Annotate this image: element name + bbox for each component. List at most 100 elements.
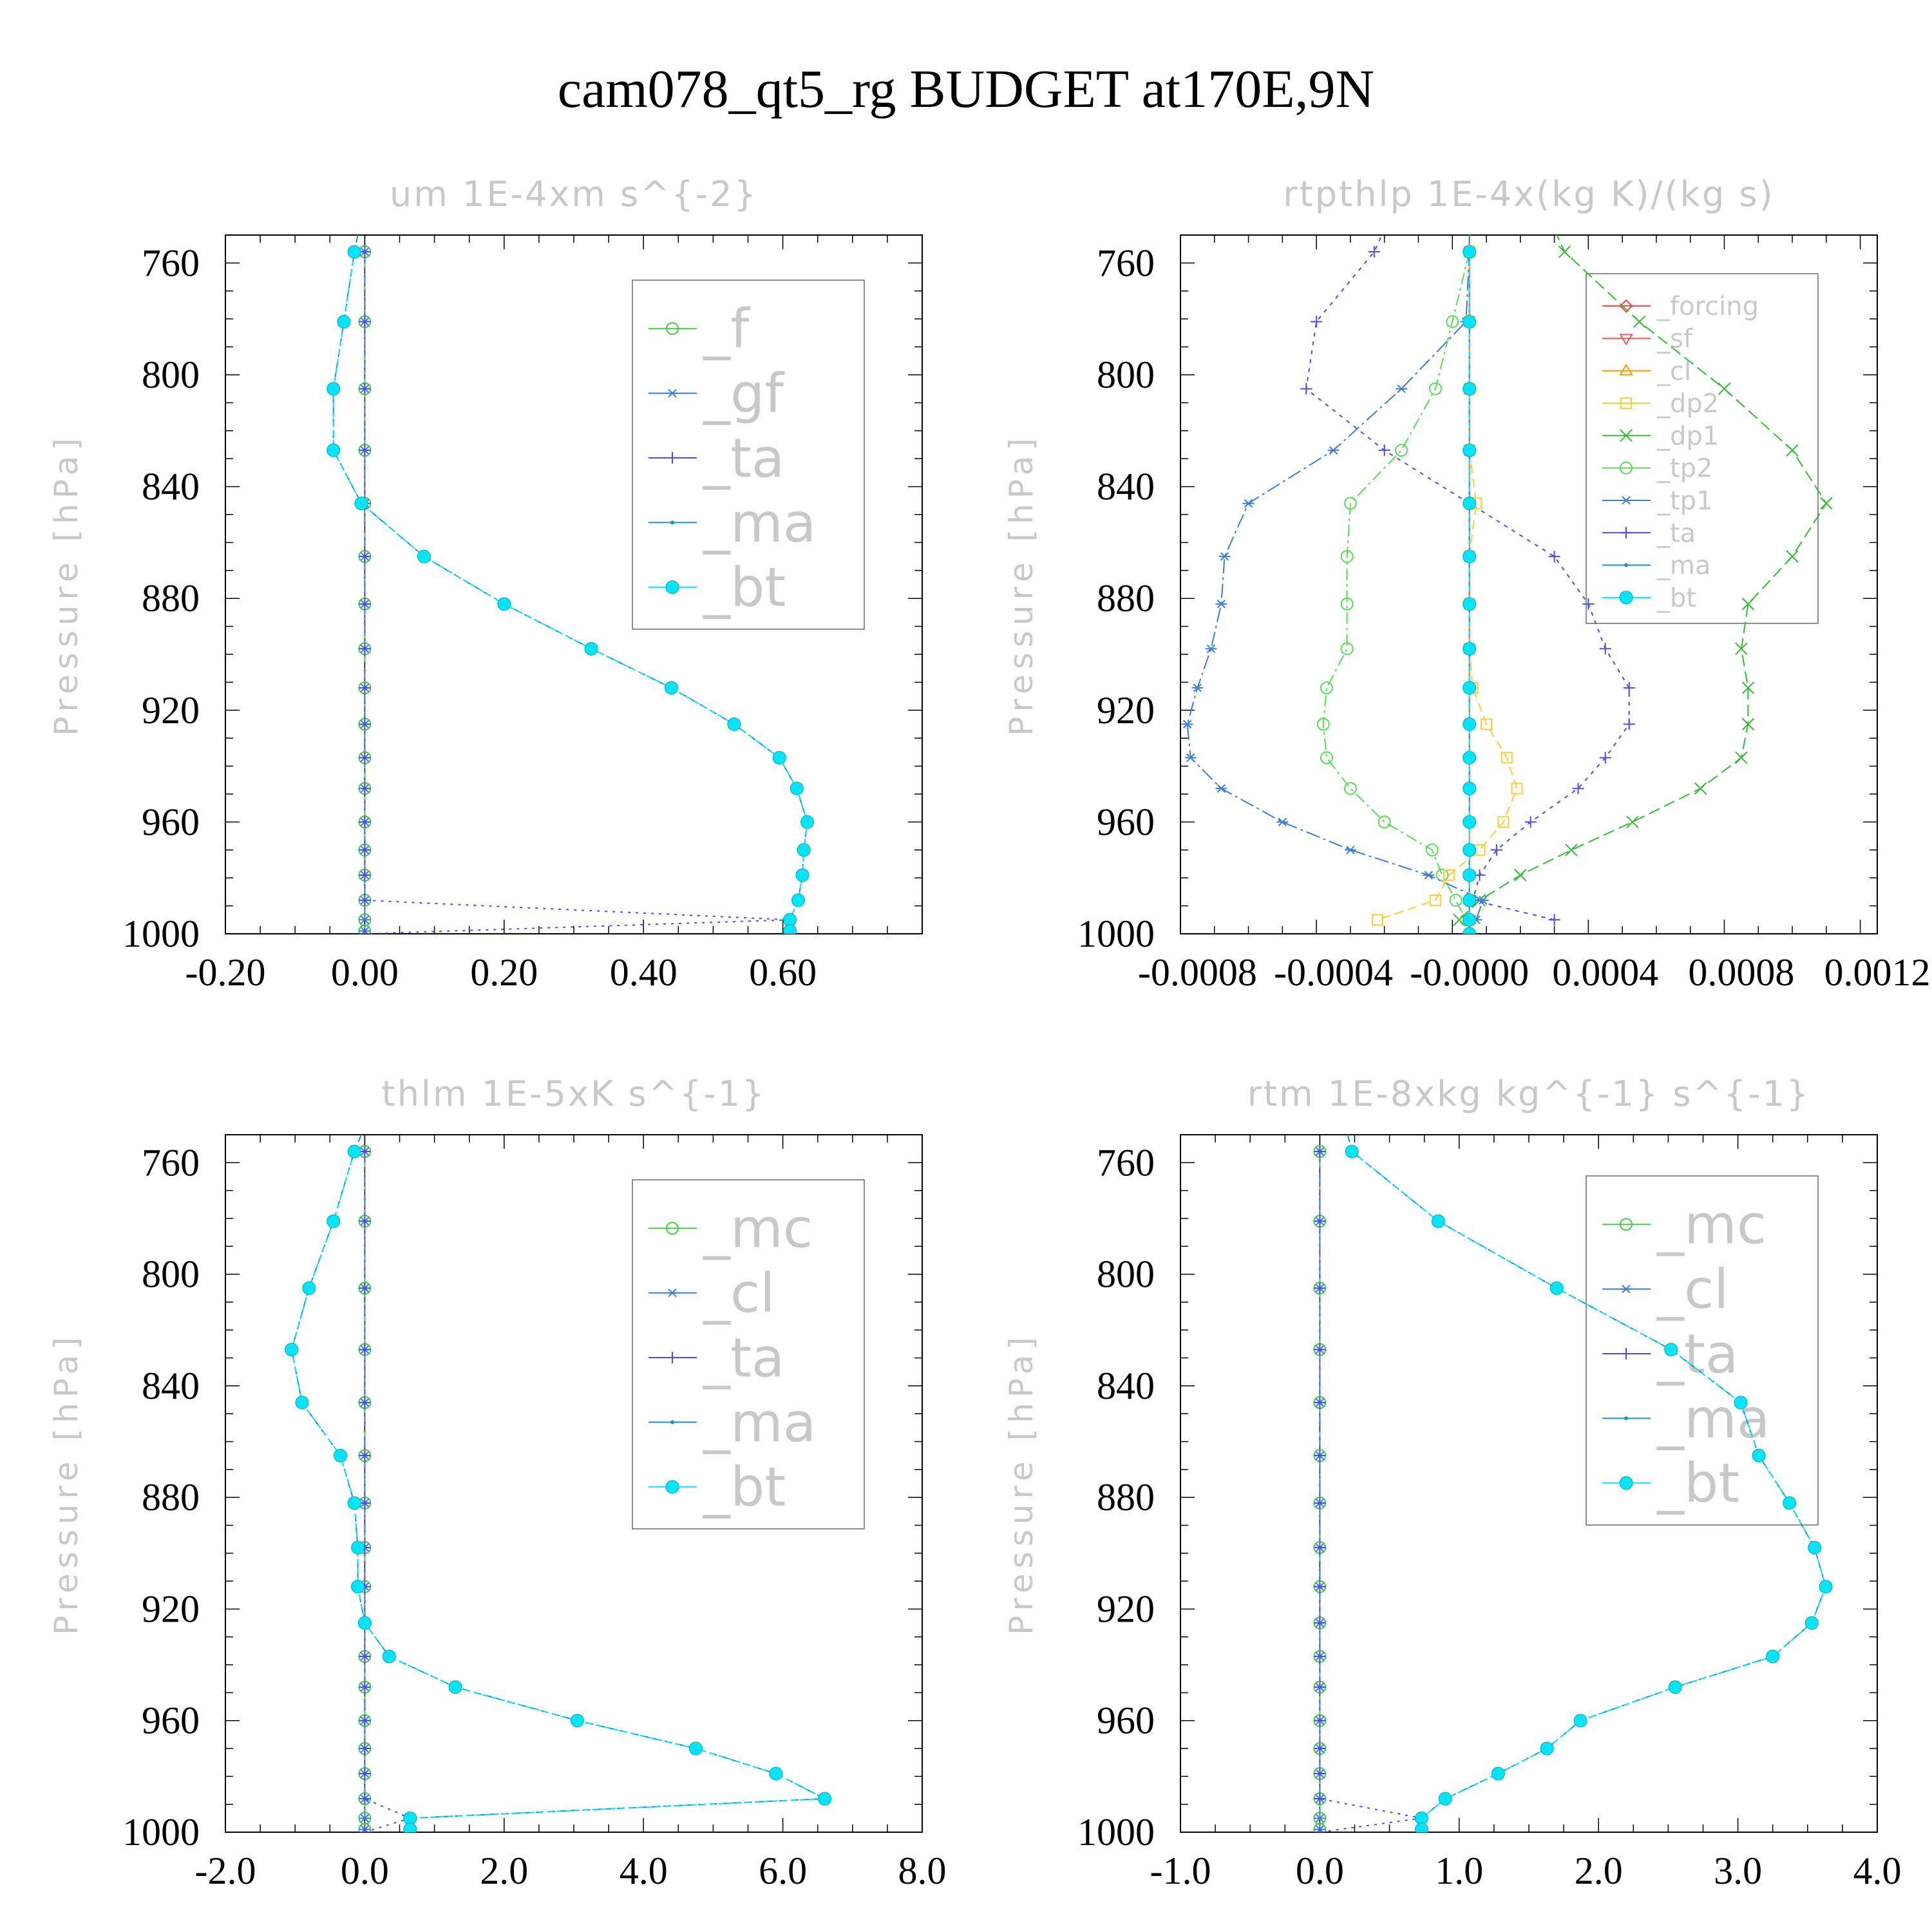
data-point-tp2	[1340, 597, 1354, 611]
data-point-ta	[1314, 1542, 1326, 1554]
legend-marker	[665, 580, 679, 594]
data-point-ta	[1582, 598, 1595, 610]
series-line-bt	[1351, 1151, 1826, 1830]
data-point-dp2	[1511, 782, 1523, 795]
data-point-bt	[782, 924, 797, 934]
data-point-bt	[1463, 868, 1477, 882]
data-point-ta	[359, 1681, 371, 1693]
legend-marker	[665, 1480, 679, 1494]
y-tick-label: 880	[142, 1476, 200, 1519]
data-point-bt	[327, 382, 341, 396]
data-point-ta	[1314, 1617, 1326, 1629]
x-tick-label: 0.40	[610, 951, 677, 994]
data-point-bt	[1463, 549, 1477, 564]
legend-label: _ma	[1656, 1387, 1770, 1450]
y-tick-label: 800	[1097, 354, 1155, 396]
data-point-ta	[1314, 1651, 1326, 1663]
legend-box	[1586, 1175, 1819, 1526]
data-point-ta	[1378, 444, 1390, 457]
y-tick-label: 960	[1097, 1700, 1155, 1742]
series-line-tp2	[1322, 251, 1470, 920]
data-point-bt	[1414, 1823, 1428, 1832]
x-tick-label: 8.0	[898, 1850, 947, 1892]
data-point-ta	[359, 598, 371, 610]
legend-label: _bt	[1656, 1452, 1739, 1515]
data-point-ta	[1314, 1768, 1326, 1780]
data-point-dp1	[1786, 550, 1799, 563]
legend-label: _ma	[703, 491, 816, 554]
data-point-tp2	[1395, 444, 1408, 457]
data-point-dp1	[1820, 497, 1833, 510]
data-point-ta	[1524, 816, 1537, 828]
data-point-ta	[359, 718, 371, 730]
data-point-tp1	[1205, 644, 1217, 654]
panel-title: um 1E-4xm s^{-2}	[390, 174, 758, 214]
series-line-bt	[290, 1151, 828, 1830]
data-point-tp2	[1446, 315, 1459, 328]
series-line-ta	[1319, 1151, 1422, 1832]
legend-marker	[666, 1222, 679, 1235]
data-point-bt	[1540, 1741, 1554, 1756]
data-point-dp1	[1626, 815, 1639, 829]
panel-title: thlm 1E-5xK s^{-1}	[382, 1074, 766, 1114]
data-point-bt	[347, 245, 361, 259]
data-point-tp1	[1396, 384, 1408, 393]
data-point-bt	[1463, 497, 1477, 511]
data-point-tp1	[1215, 784, 1227, 793]
data-point-ta	[1314, 1743, 1326, 1755]
data-point-dp1	[1694, 782, 1707, 795]
data-point-dp2	[1372, 914, 1384, 926]
legend-marker	[1620, 1284, 1632, 1294]
y-tick-label: 960	[142, 800, 200, 843]
data-point-bt	[1766, 1649, 1780, 1663]
legend-label: _forcing	[1656, 292, 1759, 321]
y-tick-label: 1000	[1077, 1811, 1155, 1853]
legend-marker	[1620, 397, 1632, 410]
legend-label: _ta	[703, 1326, 784, 1389]
legend-label: _bt	[703, 1455, 786, 1519]
data-point-bt	[772, 751, 786, 765]
legend-label: _bt	[1656, 583, 1696, 613]
data-point-bt	[334, 1448, 348, 1463]
y-tick-label: 800	[142, 1253, 200, 1296]
legend-marker	[1619, 363, 1633, 375]
data-point-bt	[1491, 1766, 1505, 1781]
data-point-bt	[664, 681, 678, 695]
legend-marker	[667, 388, 678, 398]
x-tick-label: -2.0	[195, 1850, 256, 1892]
data-point-bt	[1463, 443, 1477, 457]
data-point-ta	[1548, 551, 1560, 563]
legend-box	[632, 1179, 865, 1530]
data-point-tp2	[1316, 717, 1330, 731]
data-point-tp2	[1428, 382, 1442, 395]
legend-label: _ta	[1656, 518, 1696, 548]
data-point-bt	[327, 1214, 341, 1228]
data-point-dp2	[1481, 718, 1493, 730]
legend-label: _cl	[703, 1262, 775, 1325]
y-tick-label: 960	[1097, 800, 1155, 843]
data-point-tp1	[1218, 552, 1231, 561]
series-line-ta	[1305, 235, 1630, 921]
x-tick-label: -1.0	[1150, 1850, 1211, 1892]
data-point-tp1	[1477, 896, 1489, 905]
y-tick-label: 880	[1097, 577, 1155, 620]
series-line-tp1	[1186, 251, 1484, 920]
data-point-ta	[359, 551, 371, 563]
data-point-bt	[769, 1766, 783, 1781]
data-point-bt	[497, 597, 511, 611]
data-point-bt	[1573, 1714, 1587, 1728]
x-tick-label: -0.20	[185, 951, 266, 994]
data-point-ta	[1599, 643, 1611, 655]
data-point-ta	[1314, 1396, 1326, 1408]
legend-box	[632, 279, 865, 630]
data-point-bt	[727, 717, 741, 731]
data-point-dp1	[1741, 717, 1755, 731]
data-point-bt	[327, 443, 341, 457]
data-point-bt	[1819, 1580, 1833, 1594]
data-point-bt	[1463, 815, 1477, 829]
data-point-ta	[1368, 246, 1380, 258]
x-tick-label: 1.0	[1435, 1850, 1483, 1892]
plot-frame	[1180, 1134, 1878, 1833]
data-point-dp1	[1633, 315, 1646, 328]
